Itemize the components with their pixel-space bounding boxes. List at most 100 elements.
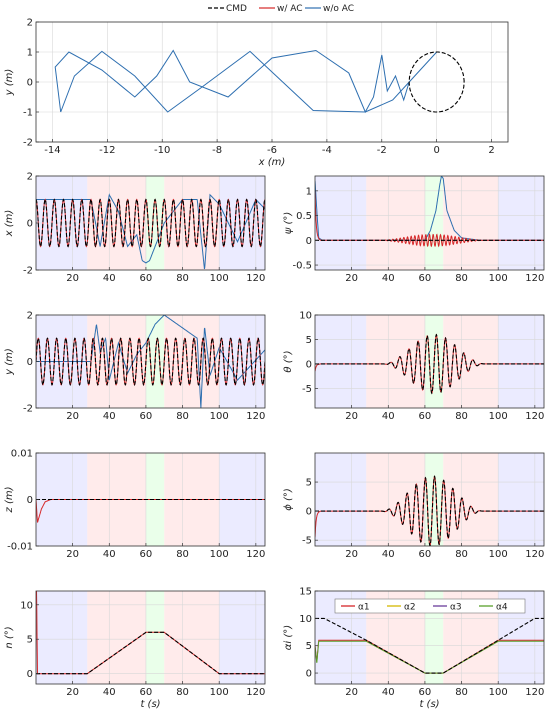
series-w-o-ac: [36, 315, 265, 408]
panel-theta_t: 20 40 60 80 100 120 -5 0 5 10 θ (°): [283, 311, 545, 422]
x-tick-label: 40: [382, 411, 395, 422]
panel-z_t: 20 40 60 80 100 120 -0.01 0 0.01 z (m): [4, 449, 266, 560]
phase-band-blue: [315, 176, 367, 270]
y-tick-label: 5: [306, 478, 312, 489]
phase-band-green: [424, 176, 444, 270]
y-axis-label: ϕ (°): [283, 488, 294, 511]
legend-label-cmd: CMD: [226, 4, 247, 14]
phase-band-red: [366, 176, 425, 270]
x-tick-label: 2: [488, 145, 494, 156]
x-tick-label: 120: [525, 273, 544, 284]
series-w-o-ac: [54, 49, 438, 114]
y-tick-label: 0: [27, 357, 33, 368]
phase-band-red: [366, 315, 425, 408]
y-tick-label: 2: [27, 311, 33, 322]
series-cmd: [315, 475, 544, 546]
x-tick-label: 80: [455, 687, 468, 698]
x-tick-label: 120: [246, 411, 265, 422]
x-tick-label: 100: [210, 273, 229, 284]
alpha-legend-label: α2: [404, 603, 416, 613]
y-tick-label: -0.5: [292, 261, 312, 272]
x-axis-label: t (s): [140, 699, 160, 710]
x-tick-label: 80: [455, 411, 468, 422]
panel-psi_t: 20 40 60 80 100 120 -0.5 0 0.5 1 ψ (°): [283, 175, 545, 284]
x-tick-label: 80: [176, 411, 189, 422]
phase-band-red: [164, 591, 220, 684]
x-tick-label: 20: [345, 273, 358, 284]
x-tick-label: 60: [419, 411, 432, 422]
series-cmd: [408, 51, 465, 113]
x-tick-label: 20: [66, 687, 79, 698]
y-tick-label: -2: [23, 404, 33, 415]
series-cmd: [36, 337, 265, 386]
axes-frame: [314, 452, 545, 547]
x-tick-label: 60: [419, 687, 432, 698]
y-axis-label: y (m): [4, 69, 15, 97]
x-tick-label: 120: [246, 273, 265, 284]
x-tick-label: 20: [345, 411, 358, 422]
y-axis-label: y (m): [4, 348, 15, 376]
phase-band-blue: [315, 315, 367, 408]
y-tick-label: 5: [27, 635, 33, 646]
phase-band-blue: [219, 591, 265, 684]
y-tick-label: 5: [306, 641, 312, 652]
alpha-legend-label: α3: [450, 603, 462, 613]
phase-band-blue: [36, 591, 88, 684]
x-tick-label: 120: [525, 549, 544, 560]
x-tick-label: 60: [419, 273, 432, 284]
x-tick-label: 60: [140, 687, 153, 698]
axes-frame: [314, 314, 545, 409]
x-axis-label: t (s): [419, 699, 439, 710]
x-tick-label: 100: [210, 687, 229, 698]
x-axis-label: x (m): [258, 157, 286, 168]
y-tick-label: 0: [306, 236, 312, 247]
panel-n_t: 20 40 60 80 100 120 0 5 10 n (°) t (s): [4, 590, 266, 710]
x-tick-label: -10: [154, 145, 170, 156]
y-tick-label: -1: [23, 108, 33, 119]
x-tick-label: 80: [176, 549, 189, 560]
y-tick-label: 0: [306, 669, 312, 680]
y-axis-label: αi (°): [283, 625, 294, 650]
x-tick-label: -4: [322, 145, 332, 156]
x-tick-label: 40: [103, 273, 116, 284]
x-tick-label: 120: [525, 411, 544, 422]
x-tick-label: 100: [489, 273, 508, 284]
y-tick-label: 0: [27, 495, 33, 506]
x-tick-label: 20: [345, 687, 358, 698]
phase-band-blue: [498, 453, 544, 546]
x-tick-label: 120: [525, 687, 544, 698]
y-tick-label: -2: [23, 138, 33, 149]
x-tick-label: 40: [103, 687, 116, 698]
alpha-legend-label: α4: [496, 603, 508, 613]
x-tick-label: 100: [489, 411, 508, 422]
x-tick-label: 80: [455, 549, 468, 560]
phase-band-blue: [315, 453, 367, 546]
x-tick-label: 40: [382, 549, 395, 560]
x-tick-label: 60: [140, 411, 153, 422]
y-tick-label: 0: [27, 219, 33, 230]
panel-x_t: 20 40 60 80 100 120 -2 0 2 x (m): [4, 172, 266, 284]
x-tick-label: 0: [433, 145, 439, 156]
phase-band-red: [443, 176, 499, 270]
y-tick-label: 10: [20, 600, 33, 611]
x-tick-label: 40: [382, 273, 395, 284]
axes-frame: [314, 175, 545, 271]
legend-label-without-ac: w/o AC: [323, 4, 354, 14]
alpha-legend-box: [334, 598, 526, 614]
x-tick-label: 40: [103, 411, 116, 422]
panel-phi_t: 20 40 60 80 100 120 -5 0 5 ϕ (°): [283, 452, 545, 560]
panel-alpha_t: 20 40 60 80 100 120 0 5 10 15 αi (°) t (s) α1 α2 α3 α4: [283, 587, 545, 710]
y-axis-label: x (m): [4, 210, 15, 238]
axes-frame: [35, 590, 266, 685]
x-tick-label: 100: [210, 411, 229, 422]
y-tick-label: -5: [302, 384, 312, 395]
x-tick-label: 100: [489, 549, 508, 560]
x-tick-label: 20: [345, 549, 358, 560]
x-tick-label: 20: [66, 549, 79, 560]
y-tick-label: 0.5: [296, 211, 312, 222]
x-tick-label: 60: [140, 273, 153, 284]
axes-frame: [314, 590, 545, 685]
y-tick-label: 10: [299, 614, 312, 625]
